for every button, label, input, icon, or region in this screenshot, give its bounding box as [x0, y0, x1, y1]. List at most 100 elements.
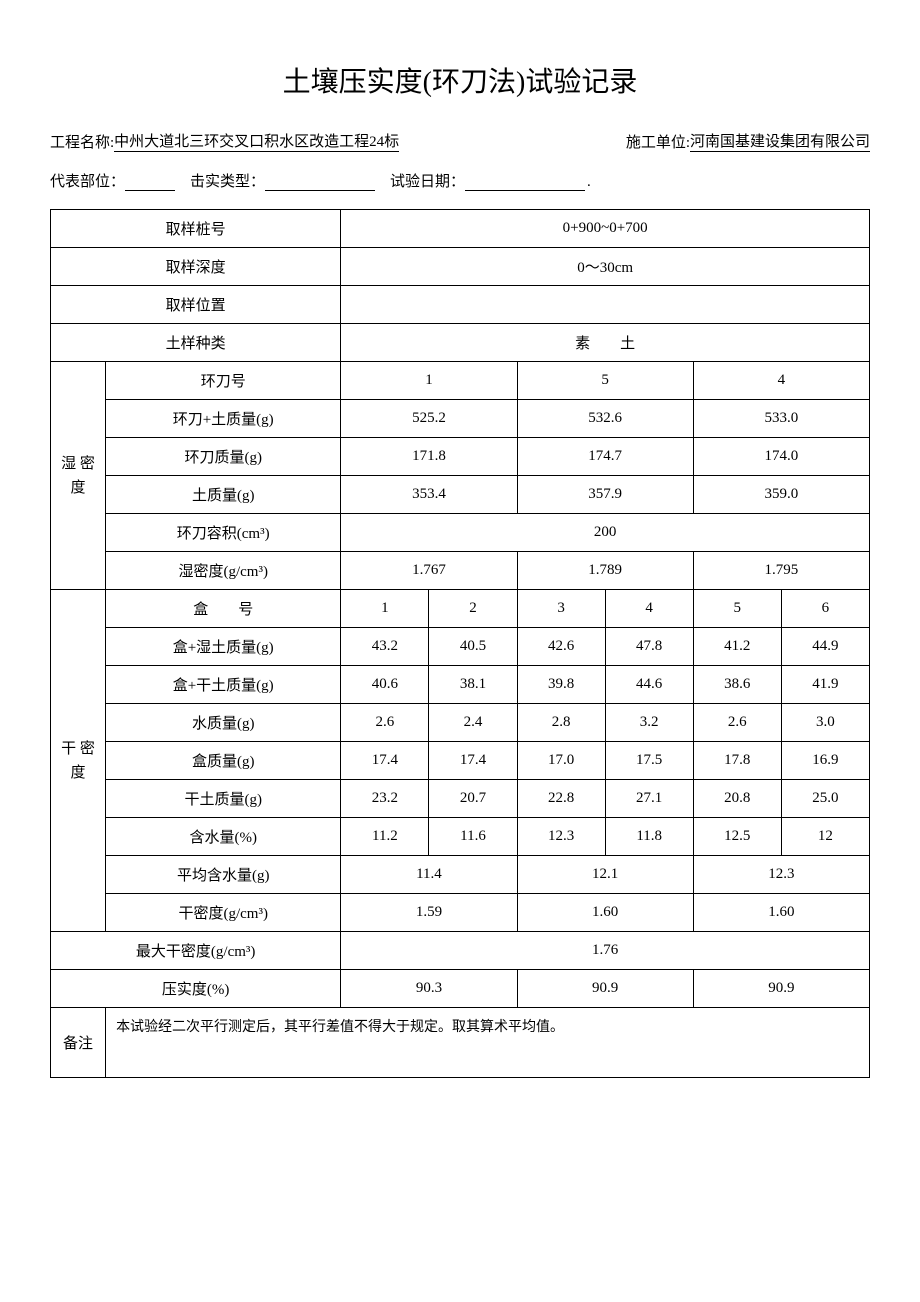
cell: 39.8	[517, 666, 605, 704]
cell: 11.2	[341, 818, 429, 856]
sampling-station-label: 取样桩号	[51, 210, 341, 248]
sampling-depth-label: 取样深度	[51, 248, 341, 286]
table-row: 盒+湿土质量(g) 43.2 40.5 42.6 47.8 41.2 44.9	[51, 628, 870, 666]
ring-mass-2: 174.7	[517, 438, 693, 476]
cell: 27.1	[605, 780, 693, 818]
ring-mass-3: 174.0	[693, 438, 869, 476]
dry-soil-mass-label: 干土质量(g)	[106, 780, 341, 818]
water-mass-label: 水质量(g)	[106, 704, 341, 742]
box-no-label: 盒 号	[106, 590, 341, 628]
ring-no-label: 环刀号	[106, 362, 341, 400]
ring-soil-mass-1: 525.2	[341, 400, 517, 438]
cell: 2.6	[341, 704, 429, 742]
table-row: 干密度(g/cm³) 1.59 1.60 1.60	[51, 894, 870, 932]
cell: 2.8	[517, 704, 605, 742]
dry-density-2: 1.60	[517, 894, 693, 932]
rep-part-value	[125, 190, 175, 191]
compaction-3: 90.9	[693, 970, 869, 1008]
cell: 17.4	[429, 742, 517, 780]
ring-no-2: 5	[517, 362, 693, 400]
cell: 40.5	[429, 628, 517, 666]
test-date-value	[465, 190, 585, 191]
cell: 41.9	[781, 666, 869, 704]
max-dry-density-label: 最大干密度(g/cm³)	[51, 932, 341, 970]
contractor-label: 施工单位:	[626, 131, 690, 152]
table-row: 土样种类 素 土	[51, 324, 870, 362]
dry-density-group-label: 干 密度	[51, 590, 106, 932]
table-row: 干 密度 盒 号 1 2 3 4 5 6	[51, 590, 870, 628]
contractor-value: 河南国基建设集团有限公司	[690, 130, 870, 152]
cell: 12.5	[693, 818, 781, 856]
project-value: 中州大道北三环交叉口积水区改造工程24标	[114, 130, 399, 152]
compact-type-value	[265, 190, 375, 191]
table-row: 水质量(g) 2.6 2.4 2.8 3.2 2.6 3.0	[51, 704, 870, 742]
compaction-1: 90.3	[341, 970, 517, 1008]
remark-label: 备注	[51, 1008, 106, 1078]
wet-density-3: 1.795	[693, 552, 869, 590]
sampling-station-value: 0+900~0+700	[341, 210, 870, 248]
soil-mass-2: 357.9	[517, 476, 693, 514]
soil-mass-1: 353.4	[341, 476, 517, 514]
cell: 41.2	[693, 628, 781, 666]
cell: 47.8	[605, 628, 693, 666]
ring-volume-value: 200	[341, 514, 870, 552]
cell: 17.5	[605, 742, 693, 780]
date-dot: .	[587, 174, 591, 191]
cell: 44.9	[781, 628, 869, 666]
cell: 12.3	[517, 818, 605, 856]
ring-mass-label: 环刀质量(g)	[106, 438, 341, 476]
cell: 40.6	[341, 666, 429, 704]
table-row: 盒质量(g) 17.4 17.4 17.0 17.5 17.8 16.9	[51, 742, 870, 780]
cell: 43.2	[341, 628, 429, 666]
box-no-5: 5	[693, 590, 781, 628]
table-row: 最大干密度(g/cm³) 1.76	[51, 932, 870, 970]
cell: 17.0	[517, 742, 605, 780]
cell: 12	[781, 818, 869, 856]
ring-volume-label: 环刀容积(cm³)	[106, 514, 341, 552]
table-row: 取样位置	[51, 286, 870, 324]
table-row: 土质量(g) 353.4 357.9 359.0	[51, 476, 870, 514]
wet-density-1: 1.767	[341, 552, 517, 590]
table-row: 备注 本试验经二次平行测定后，其平行差值不得大于规定。取其算术平均值。	[51, 1008, 870, 1078]
project-label: 工程名称:	[50, 131, 114, 152]
ring-no-1: 1	[341, 362, 517, 400]
cell: 44.6	[605, 666, 693, 704]
table-row: 干土质量(g) 23.2 20.7 22.8 27.1 20.8 25.0	[51, 780, 870, 818]
table-row: 取样桩号 0+900~0+700	[51, 210, 870, 248]
ring-soil-mass-2: 532.6	[517, 400, 693, 438]
avg-water-1: 11.4	[341, 856, 517, 894]
rep-part-label: 代表部位：	[50, 170, 125, 191]
avg-water-label: 平均含水量(g)	[106, 856, 341, 894]
box-no-2: 2	[429, 590, 517, 628]
cell: 17.4	[341, 742, 429, 780]
wet-density-2: 1.789	[517, 552, 693, 590]
soil-type-value: 素 土	[341, 324, 870, 362]
header-row-1: 工程名称: 中州大道北三环交叉口积水区改造工程24标 施工单位: 河南国基建设集…	[50, 130, 870, 152]
test-date-label: 试验日期：	[390, 170, 465, 191]
cell: 17.8	[693, 742, 781, 780]
cell: 42.6	[517, 628, 605, 666]
box-wet-mass-label: 盒+湿土质量(g)	[106, 628, 341, 666]
cell: 2.4	[429, 704, 517, 742]
dry-density-3: 1.60	[693, 894, 869, 932]
avg-water-2: 12.1	[517, 856, 693, 894]
box-no-3: 3	[517, 590, 605, 628]
cell: 20.8	[693, 780, 781, 818]
soil-mass-label: 土质量(g)	[106, 476, 341, 514]
dry-density-1: 1.59	[341, 894, 517, 932]
cell: 2.6	[693, 704, 781, 742]
water-content-label: 含水量(%)	[106, 818, 341, 856]
soil-mass-3: 359.0	[693, 476, 869, 514]
sampling-depth-value: 0〜30cm	[341, 248, 870, 286]
compact-type-label: 击实类型：	[190, 170, 265, 191]
cell: 3.2	[605, 704, 693, 742]
ring-soil-mass-3: 533.0	[693, 400, 869, 438]
avg-water-3: 12.3	[693, 856, 869, 894]
table-row: 取样深度 0〜30cm	[51, 248, 870, 286]
cell: 38.6	[693, 666, 781, 704]
box-no-4: 4	[605, 590, 693, 628]
wet-density-label: 湿密度(g/cm³)	[106, 552, 341, 590]
ring-soil-mass-label: 环刀+土质量(g)	[106, 400, 341, 438]
cell: 11.6	[429, 818, 517, 856]
cell: 25.0	[781, 780, 869, 818]
